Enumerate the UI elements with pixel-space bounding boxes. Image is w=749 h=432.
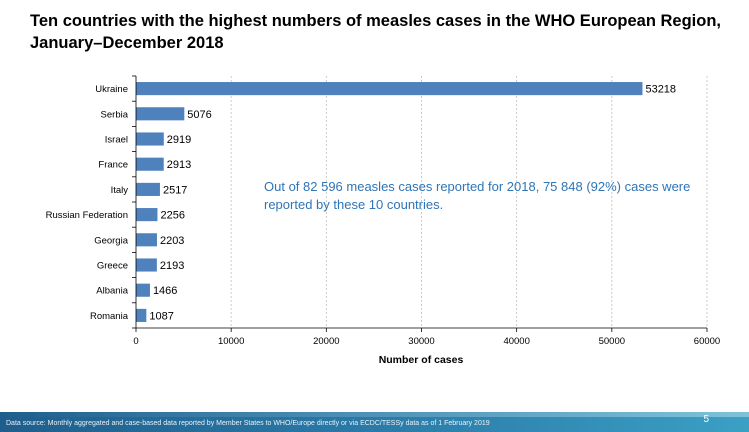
value-label: 2203	[160, 235, 184, 247]
bar	[136, 283, 150, 297]
category-label: Ukraine	[95, 84, 128, 95]
category-label: Greece	[97, 261, 128, 272]
value-label: 2193	[160, 260, 184, 272]
x-axis-title: Number of cases	[379, 354, 464, 366]
category-label: Romania	[90, 311, 129, 322]
x-tick-label: 10000	[218, 336, 244, 347]
value-label: 2913	[167, 159, 191, 171]
bar	[136, 82, 643, 96]
category-label: Serbia	[101, 109, 129, 120]
bar	[136, 157, 164, 171]
x-tick-label: 50000	[599, 336, 625, 347]
page-number: 5	[703, 414, 709, 425]
category-labels: Ukraine Serbia Israel France Italy Russian Fe…	[46, 84, 129, 322]
bar	[136, 182, 160, 196]
bar	[136, 233, 157, 247]
data-source-note: Data source: Monthly aggregated and case…	[6, 420, 490, 427]
bars	[136, 82, 643, 322]
category-label: Russian Federation	[46, 210, 128, 221]
value-label: 2256	[160, 210, 184, 222]
chart-title: Ten countries with the highest numbers o…	[30, 12, 721, 52]
value-label: 1466	[153, 285, 177, 297]
bar	[136, 107, 185, 121]
annotation-text: Out of 82 596 measles cases reported for…	[264, 179, 691, 212]
x-tick-label: 60000	[694, 336, 720, 347]
value-label: 2919	[167, 134, 191, 146]
grid-lines	[230, 76, 708, 328]
value-label: 5076	[187, 109, 211, 121]
x-tick-label: 20000	[313, 336, 339, 347]
x-tick-label: 0	[133, 336, 138, 347]
bar	[136, 308, 147, 322]
category-label: France	[98, 160, 128, 171]
value-label: 2517	[163, 184, 187, 196]
bar	[136, 208, 158, 222]
category-label: Israel	[105, 135, 128, 146]
category-label: Albania	[96, 286, 128, 297]
x-tick-label: 30000	[408, 336, 434, 347]
bar	[136, 132, 164, 146]
value-labels: 53218 5076 2919 2913 2517 2256 2203 2193 1466 108…	[149, 84, 676, 323]
footer-band	[0, 412, 749, 417]
footer-bar: Data source: Monthly aggregated and case…	[0, 412, 749, 432]
value-label: 53218	[645, 84, 676, 96]
value-label: 1087	[149, 310, 173, 322]
category-label: Georgia	[94, 235, 129, 246]
bar	[136, 258, 157, 272]
x-tick-label: 40000	[503, 336, 529, 347]
bar-chart: Ukraine Serbia Israel France Italy Russian Fe…	[46, 75, 720, 366]
x-axis: 0 10000 20000 30000 40000 50000 60000	[132, 75, 720, 347]
category-label: Italy	[111, 185, 129, 196]
